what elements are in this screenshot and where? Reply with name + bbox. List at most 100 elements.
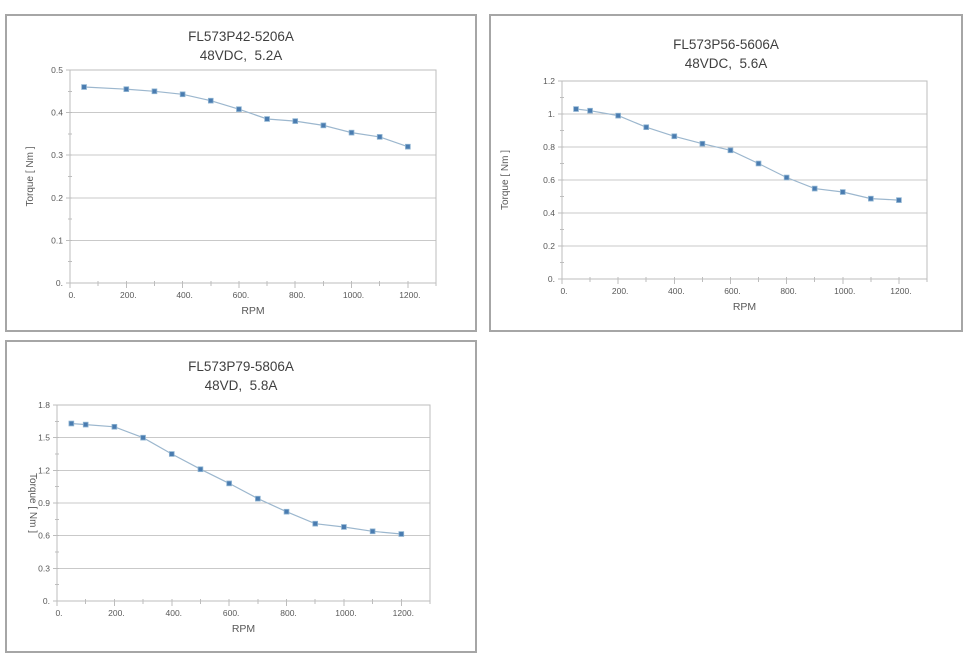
data-point <box>868 195 874 202</box>
chart-panel-fl573p42: FL573P42-5206A 48VDC, 5.2A 0. 200. 400. 600.… <box>5 14 477 332</box>
chart-panel-fl573p56: FL573P56-5606A 48VDC, 5.6A 0. 200. 400. 600.… <box>489 14 963 332</box>
x-tick-label: 1200. <box>890 286 911 296</box>
x-tick-label: 400. <box>668 286 685 296</box>
x-axis-label: RPM <box>733 301 756 313</box>
chart-panel-fl573p79: FL573P79-5806A 48VD, 5.8A 0. 200. 400. 600. 8… <box>5 340 477 653</box>
data-point <box>615 112 621 119</box>
x-tick-label: 1200. <box>393 608 414 618</box>
data-point <box>111 423 118 430</box>
x-tick-label: 200. <box>120 290 137 300</box>
series-line <box>71 422 402 535</box>
data-point <box>699 140 706 147</box>
data-point <box>671 133 678 140</box>
chart-title-block: FL573P79-5806A 48VD, 5.8A <box>7 357 475 395</box>
series-line <box>575 108 899 201</box>
x-tick-label: 600. <box>223 608 240 618</box>
y-tick-label: 0.3 <box>38 563 50 573</box>
y-tick-label: 1.8 <box>38 400 50 410</box>
data-point <box>226 480 232 487</box>
x-tick-label: 0. <box>560 286 567 296</box>
x-tick-label: 1000. <box>343 290 364 300</box>
data-point <box>376 134 383 140</box>
data-point <box>783 174 790 181</box>
data-point <box>896 197 902 203</box>
data-point <box>320 122 327 129</box>
data-point <box>168 451 175 457</box>
data-point <box>405 143 411 150</box>
y-tick-label: 0.2 <box>51 193 63 203</box>
data-point <box>839 189 846 195</box>
data-point <box>81 84 87 90</box>
x-tick-label: 200. <box>612 286 629 296</box>
y-tick-label: 0.5 <box>51 65 63 75</box>
chart-title: FL573P56-5606A <box>673 37 779 52</box>
data-point <box>140 434 146 441</box>
y-tick-label: 0. <box>548 274 555 284</box>
data-point <box>197 466 204 473</box>
series-line <box>84 86 408 148</box>
y-tick-label: 1.2 <box>38 465 50 475</box>
data-point <box>179 91 186 98</box>
data-point <box>369 528 376 535</box>
chart-subtitle: 48VDC, 5.2A <box>199 48 283 63</box>
data-point <box>283 508 290 515</box>
x-tick-label: 0. <box>55 608 62 618</box>
chart-title-block: FL573P42-5206A 48VDC, 5.2A <box>7 27 475 65</box>
y-tick-label: 0.1 <box>51 235 63 245</box>
x-tick-label: 600. <box>233 290 250 300</box>
y-tick-label: 0.6 <box>543 175 555 185</box>
y-tick-label: 0. <box>43 596 50 606</box>
chart-canvas: 0. 200. 400. 600. 800. 1000. 1200. 0. 0.3 0.6 0.9 1… <box>27 400 431 635</box>
chart-subtitle: 48VDC, 5.6A <box>684 56 768 71</box>
x-tick-label: 1000. <box>335 608 356 618</box>
y-axis-label: Torque [ Nm ] <box>500 150 511 210</box>
x-tick-label: 800. <box>780 286 797 296</box>
y-tick-label: 0.8 <box>543 142 555 152</box>
x-axis-label: RPM <box>232 623 255 635</box>
chart-canvas: 0. 200. 400. 600. 800. 1000. 1200. 0. 0.2 0.4 0.6 0… <box>500 76 928 313</box>
data-point <box>151 88 158 95</box>
chart-title: FL573P42-5206A <box>188 29 294 44</box>
x-tick-label: 1000. <box>834 286 855 296</box>
y-tick-label: 0.9 <box>38 498 50 508</box>
data-point <box>264 116 270 122</box>
x-tick-label: 1200. <box>399 290 420 300</box>
y-axis-label: Torque [ Nm ] <box>27 473 38 533</box>
chart-title-block: FL573P56-5606A 48VDC, 5.6A <box>491 35 961 73</box>
y-tick-label: 0. <box>56 278 63 288</box>
x-tick-label: 800. <box>289 290 306 300</box>
data-point <box>727 147 734 154</box>
data-point <box>68 420 75 427</box>
x-axis-label: RPM <box>241 305 264 317</box>
y-tick-label: 0.6 <box>38 531 50 541</box>
y-tick-label: 1. <box>548 109 555 119</box>
data-point <box>811 185 818 192</box>
y-tick-label: 0.2 <box>543 241 555 251</box>
data-point <box>398 531 405 537</box>
data-point <box>573 106 579 112</box>
x-tick-label: 200. <box>108 608 125 618</box>
x-tick-label: 400. <box>176 290 193 300</box>
x-tick-label: 600. <box>724 286 741 296</box>
chart-subtitle: 48VD, 5.8A <box>204 378 278 393</box>
data-point <box>236 106 242 112</box>
y-tick-label: 1.5 <box>38 433 50 443</box>
y-axis-label: Torque [ Nm ] <box>25 146 36 206</box>
y-tick-label: 0.4 <box>543 208 555 218</box>
data-point <box>348 129 355 136</box>
data-point <box>255 495 261 502</box>
y-tick-label: 1.2 <box>543 76 555 86</box>
data-point <box>207 97 214 104</box>
data-point <box>643 124 650 131</box>
x-tick-label: 0. <box>68 290 75 300</box>
chart-title: FL573P79-5806A <box>188 359 294 374</box>
data-point <box>82 421 89 428</box>
x-tick-label: 800. <box>280 608 297 618</box>
y-tick-label: 0.4 <box>51 108 63 118</box>
data-point <box>312 520 319 527</box>
x-tick-label: 400. <box>165 608 182 618</box>
data-point <box>587 107 593 114</box>
plot-border <box>69 69 437 284</box>
data-point <box>292 118 299 124</box>
data-point <box>123 86 130 92</box>
